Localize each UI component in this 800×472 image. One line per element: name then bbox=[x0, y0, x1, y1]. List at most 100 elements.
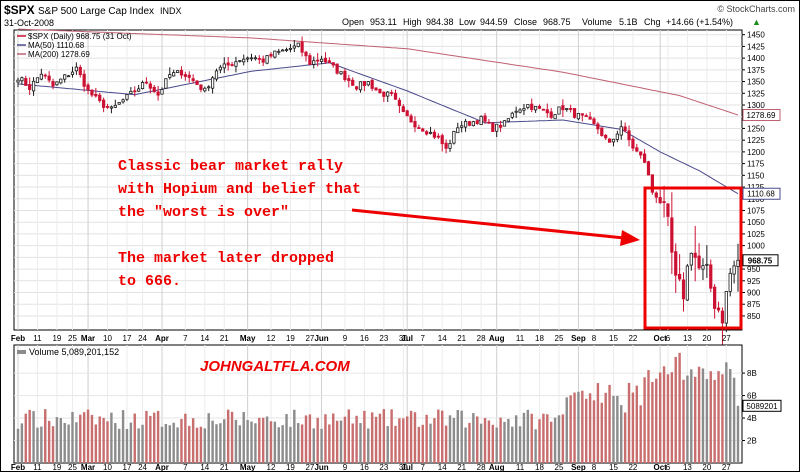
candle-body bbox=[319, 58, 324, 62]
candle-body bbox=[242, 58, 246, 63]
volume-bar bbox=[343, 416, 347, 463]
volume-bar bbox=[682, 379, 685, 463]
x-tick-label: Aug bbox=[489, 463, 505, 472]
x-tick-label: 14 bbox=[200, 463, 209, 472]
candle-body bbox=[537, 105, 542, 109]
candle-body bbox=[639, 151, 643, 156]
candle-body bbox=[607, 138, 612, 143]
candle-body bbox=[654, 192, 658, 198]
volume-bar bbox=[600, 402, 603, 463]
candle-body bbox=[335, 63, 339, 74]
price-tick-label: 925 bbox=[747, 277, 761, 286]
candle-body bbox=[386, 91, 390, 97]
volume-bar bbox=[98, 416, 101, 463]
x-tick-label: 18 bbox=[535, 463, 544, 472]
x-tick-label: Mar bbox=[81, 463, 95, 472]
volume-bar bbox=[620, 405, 623, 463]
price-tick-label: 1125 bbox=[747, 183, 765, 192]
last-price-label: 968.75 bbox=[748, 256, 773, 265]
candle-body bbox=[195, 80, 199, 85]
volume-bar bbox=[316, 417, 319, 463]
candle-body bbox=[214, 70, 219, 80]
x-tick-label: 23 bbox=[379, 463, 388, 472]
volume-bar bbox=[658, 372, 662, 463]
volume-bar bbox=[137, 428, 140, 463]
volume-bar bbox=[203, 428, 207, 463]
candle-body bbox=[74, 66, 78, 72]
x-tick-label: 7 bbox=[421, 463, 426, 472]
last-price-tag: 968.75 bbox=[742, 254, 779, 267]
candle-body bbox=[269, 54, 273, 57]
x-tick-label: 9 bbox=[343, 463, 348, 472]
price-tick-label: 900 bbox=[747, 289, 761, 298]
volume-bar bbox=[479, 423, 483, 463]
volume-bar bbox=[627, 382, 631, 463]
volume-bar bbox=[623, 412, 627, 463]
volume-bar bbox=[542, 413, 545, 463]
volume-bar bbox=[273, 421, 277, 463]
candle-body bbox=[615, 133, 619, 140]
index-name: S&P 500 Large Cap Index bbox=[38, 6, 154, 17]
volume-bar bbox=[405, 416, 409, 463]
volume-bar bbox=[655, 378, 658, 463]
candle-body bbox=[43, 74, 47, 77]
x-tick-label: 11 bbox=[516, 463, 525, 472]
x-tick-label: 11 bbox=[33, 334, 42, 343]
candle-body bbox=[631, 138, 635, 149]
volume-bar bbox=[40, 426, 43, 463]
volume-bar bbox=[59, 418, 63, 463]
volume-bar bbox=[51, 426, 55, 463]
x-tick-label: 27 bbox=[305, 463, 314, 472]
candle-body bbox=[292, 45, 296, 49]
volume-bar bbox=[75, 422, 78, 463]
candle-body bbox=[316, 59, 320, 62]
volume-bar bbox=[456, 410, 459, 463]
candle-body bbox=[709, 264, 713, 289]
candle-body bbox=[572, 108, 577, 118]
candle-body bbox=[646, 161, 651, 176]
candle-body bbox=[720, 310, 725, 324]
candle-body bbox=[323, 57, 328, 63]
price-tick-label: 1225 bbox=[747, 136, 765, 145]
x-tick-label: 20 bbox=[702, 463, 711, 472]
volume-bar bbox=[472, 413, 475, 463]
candle-body bbox=[63, 74, 67, 80]
candle-body bbox=[678, 273, 682, 280]
candle-body bbox=[421, 128, 425, 132]
open-label: Open bbox=[342, 17, 364, 27]
candle-body bbox=[378, 88, 382, 94]
candle-body bbox=[207, 86, 211, 89]
volume-bar bbox=[666, 374, 670, 463]
candle-body bbox=[370, 79, 374, 89]
candle-body bbox=[39, 73, 43, 80]
volume-bar bbox=[106, 421, 109, 463]
x-tick-label: 13 bbox=[683, 334, 692, 343]
candle-body bbox=[253, 57, 258, 60]
volume-bar bbox=[297, 423, 300, 463]
candle-body bbox=[113, 104, 117, 108]
candle-body bbox=[55, 81, 59, 86]
volume-bar bbox=[277, 427, 280, 463]
volume-bar bbox=[300, 424, 304, 463]
volume-bar bbox=[581, 390, 584, 463]
candle-body bbox=[732, 265, 736, 275]
candle-body bbox=[623, 126, 627, 131]
volume-bar bbox=[557, 415, 561, 463]
high-value: 984.38 bbox=[426, 17, 454, 27]
x-tick-label: 17 bbox=[123, 334, 132, 343]
volume-bar bbox=[149, 415, 152, 463]
candle-body bbox=[390, 92, 394, 94]
volume-bar bbox=[588, 393, 592, 463]
volume-bar bbox=[417, 426, 421, 463]
x-tick-label: 14 bbox=[200, 334, 209, 343]
volume-bar bbox=[184, 413, 187, 463]
low-value: 944.59 bbox=[480, 17, 508, 27]
x-tick-label: 22 bbox=[628, 463, 637, 472]
volume-bar bbox=[293, 409, 296, 463]
ma50-line bbox=[17, 62, 739, 195]
volume-tick-label: 6B bbox=[747, 392, 757, 401]
candle-body bbox=[121, 99, 125, 103]
volume-bar bbox=[569, 395, 572, 463]
chg-arrow-icon: ▲ bbox=[752, 17, 761, 27]
ma50-tag: 1110.68 bbox=[742, 187, 781, 200]
